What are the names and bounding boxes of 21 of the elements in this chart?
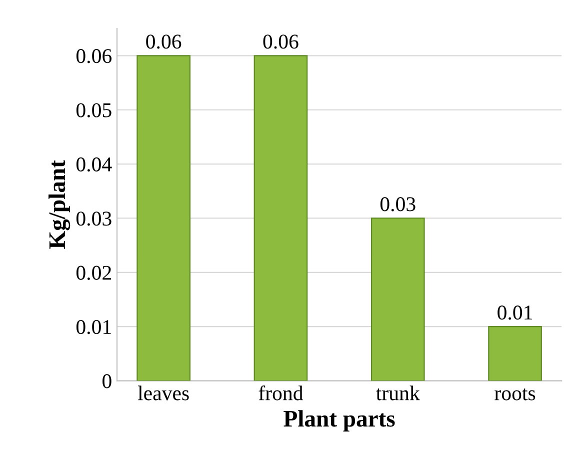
y-tick-label: 0.05 bbox=[76, 103, 112, 118]
x-tick-label: leaves bbox=[138, 386, 189, 400]
bar bbox=[254, 55, 308, 381]
bar bbox=[136, 55, 190, 381]
x-tick-label: frond bbox=[258, 385, 304, 400]
bar bbox=[488, 326, 542, 381]
data-label: 0.06 bbox=[146, 34, 182, 49]
y-tick-label: 0 bbox=[102, 374, 112, 388]
y-tick-label: 0.06 bbox=[76, 49, 112, 64]
bar bbox=[370, 218, 425, 381]
x-axis-title: Plant parts bbox=[284, 410, 395, 432]
data-label: 0.03 bbox=[380, 197, 416, 212]
y-axis-title: Kg/plant bbox=[48, 160, 70, 249]
data-label: 0.01 bbox=[498, 306, 532, 320]
x-tick-label: trunk bbox=[376, 386, 420, 400]
data-label: 0.06 bbox=[263, 34, 298, 49]
y-tick-label: 0.03 bbox=[76, 212, 112, 226]
y-tick-label: 0.04 bbox=[76, 157, 112, 172]
y-tick-label: 0.01 bbox=[76, 320, 111, 334]
y-tick-label: 0.02 bbox=[76, 266, 111, 280]
x-tick-label: roots bbox=[494, 388, 536, 400]
